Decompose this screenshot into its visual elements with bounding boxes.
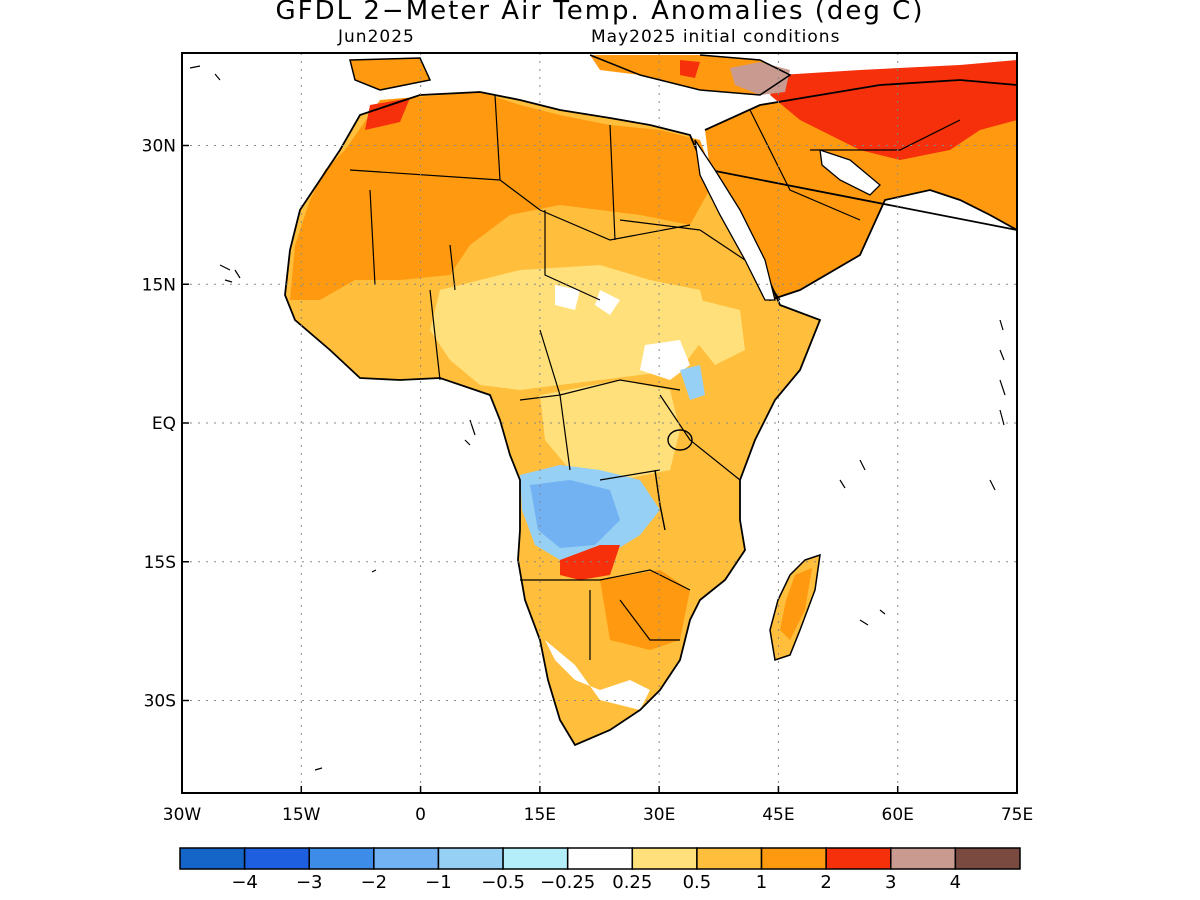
colorbar-swatch: [825, 847, 892, 870]
colorbar-swatch: [373, 847, 440, 870]
south-africa-neutral: [545, 640, 650, 710]
colorbar-tick-label: 3: [885, 872, 897, 893]
map-title: GFDL 2−Meter Air Temp. Anomalies (deg C): [275, 0, 925, 26]
sahel-weak-anomaly: [430, 265, 710, 390]
zambia-hot-band: [560, 545, 620, 580]
lon-tick-label: 15W: [282, 805, 321, 825]
madagascar-core: [780, 568, 812, 640]
colorbar-tick-label: −4: [231, 872, 258, 893]
lon-tick-label: 30E: [643, 805, 675, 825]
east-africa-cool: [680, 365, 705, 400]
central-africa-weak: [540, 380, 680, 480]
red-sea: [694, 139, 776, 301]
axis-ticks: 30W 15W 0 15E 30E 45E 60E 75E 30N 15N EQ 15S 30S: [142, 137, 1034, 826]
east-africa-weak: [695, 300, 745, 365]
southern-africa-warm: [600, 570, 690, 650]
lat-tick-label: 30S: [144, 692, 176, 712]
europe-coastline: [349, 54, 792, 96]
plot-frame: [181, 52, 1018, 794]
colorbar-swatch: [890, 847, 957, 870]
colorbar-swatch: [566, 847, 634, 870]
anatolia-extreme: [730, 62, 790, 95]
lon-tick-label: 75E: [1001, 805, 1033, 825]
initial-conditions: May2025 initial conditions: [591, 27, 841, 47]
colorbar-swatch: [631, 847, 698, 870]
colorbar-tick-label: −3: [295, 872, 323, 893]
colorbar-swatch: [760, 847, 827, 870]
colorbar-tick-label: 0.25: [612, 872, 653, 893]
colorbar-tick-label: 2: [820, 872, 832, 893]
colorbar-swatch: [437, 847, 504, 870]
iran-hot-spot: [770, 60, 1017, 160]
lon-tick-label: 45E: [762, 805, 794, 825]
colorbar-tick-label: 1: [755, 872, 768, 893]
colorbar-swatch: [696, 847, 763, 870]
lat-tick-label: 15S: [144, 553, 176, 573]
lat-tick-label: EQ: [152, 414, 176, 434]
lat-tick-label: 15N: [142, 275, 176, 295]
colorbar: [179, 847, 1021, 870]
lake-victoria: [667, 429, 693, 451]
lat-tick-label: 30N: [142, 137, 176, 157]
lake-tanganyika: [654, 469, 666, 531]
lon-tick-label: 0: [415, 805, 426, 825]
islands: [189, 65, 1006, 771]
colorbar-swatch: [954, 847, 1021, 870]
map-layers: [189, 54, 1017, 771]
colorbar-tick-label: 4: [949, 872, 962, 893]
colorbar-swatch: [502, 847, 569, 870]
lon-tick-label: 15E: [524, 805, 556, 825]
colorbar-swatch: [308, 847, 375, 870]
forecast-month: Jun2025: [338, 27, 415, 47]
sahara-strong-anomaly: [290, 92, 715, 300]
colorbar-swatch: [243, 847, 310, 870]
colorbar-tick-label: −0.25: [540, 872, 596, 893]
colorbar-tick-label: −1: [425, 872, 452, 893]
colorbar-swatch: [179, 847, 246, 870]
colorbar-tick-label: 0.5: [682, 872, 712, 893]
persian-gulf: [819, 149, 881, 196]
grid-lines: [182, 53, 1017, 793]
angola-cold-core: [530, 480, 620, 548]
lon-tick-label: 60E: [882, 805, 914, 825]
mediterranean-band: [350, 55, 790, 95]
colorbar-tick-label: −2: [360, 872, 388, 893]
sahel-neutral-patch: [555, 285, 690, 380]
lon-tick-label: 30W: [163, 805, 202, 825]
colorbar-tick-label: −0.5: [481, 872, 525, 893]
country-borders: [349, 94, 961, 660]
